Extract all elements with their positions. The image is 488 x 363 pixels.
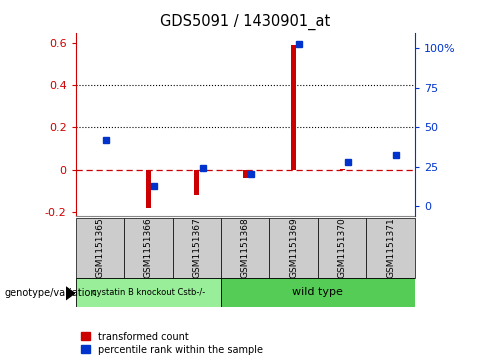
Text: GSM1151370: GSM1151370 (338, 217, 346, 278)
Bar (318, 218, 366, 278)
Bar (124, 218, 173, 278)
Bar (146, 170, 151, 208)
Bar (221, 278, 415, 307)
Text: GSM1151365: GSM1151365 (95, 217, 104, 278)
Text: genotype/variation: genotype/variation (5, 288, 98, 298)
Text: GSM1151369: GSM1151369 (289, 217, 298, 278)
Title: GDS5091 / 1430901_at: GDS5091 / 1430901_at (160, 14, 330, 30)
Text: wild type: wild type (292, 287, 344, 297)
Bar (76, 218, 124, 278)
Polygon shape (66, 287, 75, 300)
Text: GSM1151366: GSM1151366 (144, 217, 153, 278)
Text: GSM1151368: GSM1151368 (241, 217, 250, 278)
Bar (388, 170, 393, 171)
Legend: transformed count, percentile rank within the sample: transformed count, percentile rank withi… (81, 331, 263, 355)
Bar (76, 278, 221, 307)
Bar (269, 218, 318, 278)
Bar (291, 45, 296, 170)
Bar (194, 170, 199, 195)
Bar (340, 168, 345, 170)
Bar (366, 218, 415, 278)
Bar (243, 170, 247, 178)
Bar (221, 218, 269, 278)
Text: GSM1151371: GSM1151371 (386, 217, 395, 278)
Bar (173, 218, 221, 278)
Text: GSM1151367: GSM1151367 (192, 217, 201, 278)
Text: cystatin B knockout Cstb-/-: cystatin B knockout Cstb-/- (92, 288, 205, 297)
